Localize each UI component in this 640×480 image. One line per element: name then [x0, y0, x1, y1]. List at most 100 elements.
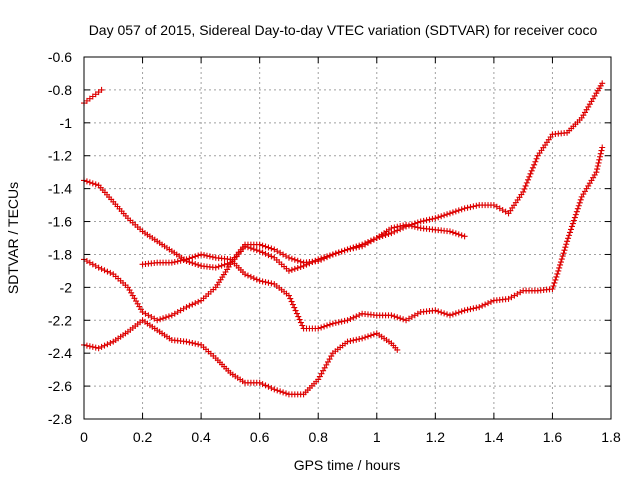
y-tick-label: -2.2 — [48, 312, 72, 328]
data-marker — [353, 313, 360, 320]
data-marker — [289, 301, 296, 308]
data-point — [98, 86, 105, 93]
data-marker — [452, 310, 459, 317]
y-tick-label: -2 — [60, 279, 73, 295]
data-marker — [244, 244, 251, 251]
data-marker — [189, 339, 196, 346]
data-point — [555, 267, 562, 274]
data-marker — [221, 261, 228, 268]
data-marker — [297, 319, 304, 326]
data-point — [476, 304, 483, 311]
data-point — [168, 259, 175, 266]
data-marker — [353, 336, 360, 343]
data-marker — [162, 314, 169, 321]
data-marker — [324, 322, 331, 329]
y-tick-labels: -0.6 -0.8 -1 -1.2 -1.4 -1.6 -1.8 -2 -2.2 -2.4 -2.6… — [48, 49, 72, 427]
data-point — [285, 292, 292, 299]
y-tick-label: -1 — [60, 115, 73, 131]
data-marker — [259, 381, 266, 388]
data-marks — [81, 80, 606, 398]
data-marker — [92, 344, 99, 351]
data-marker — [553, 273, 560, 280]
data-marker — [458, 232, 465, 239]
data-marker — [414, 219, 421, 226]
data-marker — [449, 209, 456, 216]
data-marker — [174, 258, 181, 265]
data-marker — [189, 260, 196, 267]
data-point — [154, 317, 161, 324]
data-marker — [287, 295, 294, 302]
data-marker — [192, 253, 199, 260]
data-marker — [362, 334, 369, 341]
data-point — [599, 80, 606, 87]
data-marker — [572, 211, 579, 218]
data-marker — [379, 233, 386, 240]
data-marker — [277, 388, 284, 395]
data-marker — [458, 206, 465, 213]
data-marker — [192, 260, 199, 267]
data-marker — [467, 204, 474, 211]
data-point — [388, 230, 395, 237]
data-marker — [577, 196, 584, 203]
data-marker — [92, 181, 99, 188]
x-tick-label: 0.4 — [191, 429, 211, 445]
x-tick-label: 0.2 — [133, 429, 153, 445]
y-tick-label: -1.2 — [48, 148, 72, 164]
data-marker — [594, 166, 601, 173]
data-point — [271, 386, 278, 393]
data-marker — [283, 390, 290, 397]
data-marker — [391, 313, 398, 320]
data-marker — [426, 216, 433, 223]
y-tick-label: -0.8 — [48, 82, 72, 98]
axis-ticks — [83, 56, 612, 420]
data-marker — [326, 321, 333, 328]
data-marker — [262, 279, 269, 286]
data-marker — [571, 214, 578, 221]
data-marker — [467, 306, 474, 313]
data-marker — [101, 267, 108, 274]
data-point — [256, 277, 263, 284]
data-marker — [104, 268, 111, 275]
x-tick-label: 1.2 — [426, 429, 446, 445]
data-marker — [554, 270, 561, 277]
data-marker — [444, 211, 451, 218]
data-marker — [438, 213, 445, 220]
data-marker — [324, 253, 331, 260]
data-marker — [552, 276, 559, 283]
data-marker — [531, 161, 538, 168]
data-marker — [180, 257, 187, 264]
data-marker — [160, 315, 167, 322]
data-marker — [533, 155, 540, 162]
data-marker — [391, 228, 398, 235]
data-marker — [177, 257, 184, 264]
data-marker — [550, 282, 557, 289]
data-marker — [408, 221, 415, 228]
data-marker — [563, 241, 570, 248]
data-marker — [303, 261, 310, 268]
data-marker — [292, 307, 299, 314]
data-marker — [485, 300, 492, 307]
grid — [84, 57, 611, 419]
data-marker — [250, 275, 257, 282]
data-marker — [189, 254, 196, 261]
y-axis-label: SDTVAR / TECUs — [5, 182, 21, 294]
data-marker — [244, 272, 251, 279]
data-marker — [338, 248, 345, 255]
data-marker — [247, 245, 254, 252]
data-marker — [482, 301, 489, 308]
data-marker — [397, 226, 404, 233]
data-marker — [89, 180, 96, 187]
data-point — [388, 312, 395, 319]
data-marker — [526, 173, 533, 180]
data-marker — [570, 217, 577, 224]
y-tick-label: -2.8 — [48, 411, 72, 427]
data-marker — [435, 308, 442, 315]
data-point — [417, 218, 424, 225]
data-marker — [253, 276, 260, 283]
data-marker — [385, 231, 392, 238]
data-marker — [291, 304, 298, 311]
data-marker — [449, 229, 456, 236]
data-marker — [86, 179, 93, 186]
data-marker — [341, 247, 348, 254]
data-marker — [597, 153, 604, 160]
